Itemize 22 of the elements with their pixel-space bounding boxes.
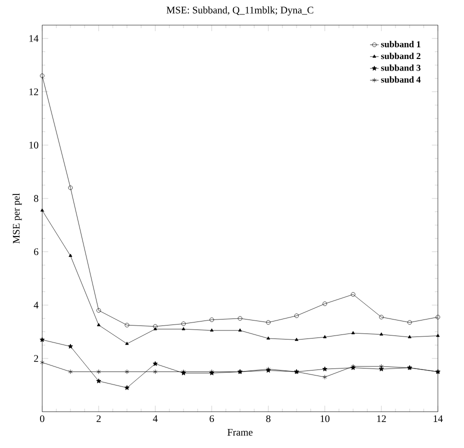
x-tick-label: 6 <box>210 415 214 422</box>
legend-label: subband 3 <box>381 64 420 71</box>
x-tick-label: 14 <box>434 415 443 422</box>
legend-label: subband 1 <box>381 40 420 48</box>
x-axis-title: Frame <box>227 429 253 436</box>
x-tick-label: 12 <box>377 415 386 422</box>
x-tick-label: 10 <box>320 415 330 422</box>
y-tick-label: 8 <box>34 195 38 202</box>
y-tick-label: 2 <box>34 355 38 362</box>
y-axis-title: MSE per pel <box>12 193 22 244</box>
y-tick-label: 12 <box>29 88 38 96</box>
x-tick-label: 0 <box>40 415 44 422</box>
y-tick-label: 10 <box>29 142 38 149</box>
legend-label: subband 4 <box>381 76 421 83</box>
chart-title: MSE: Subband, Q_11mblk; Dyna_C <box>166 6 314 16</box>
x-tick-label: 4 <box>152 415 158 422</box>
x-tick-label: 8 <box>266 415 270 422</box>
y-tick-label: 14 <box>29 35 38 42</box>
legend-label: subband 2 <box>381 52 420 60</box>
y-tick-label: 6 <box>34 248 38 256</box>
x-tick-label: 2 <box>96 415 101 422</box>
y-tick-label: 4 <box>34 302 38 308</box>
